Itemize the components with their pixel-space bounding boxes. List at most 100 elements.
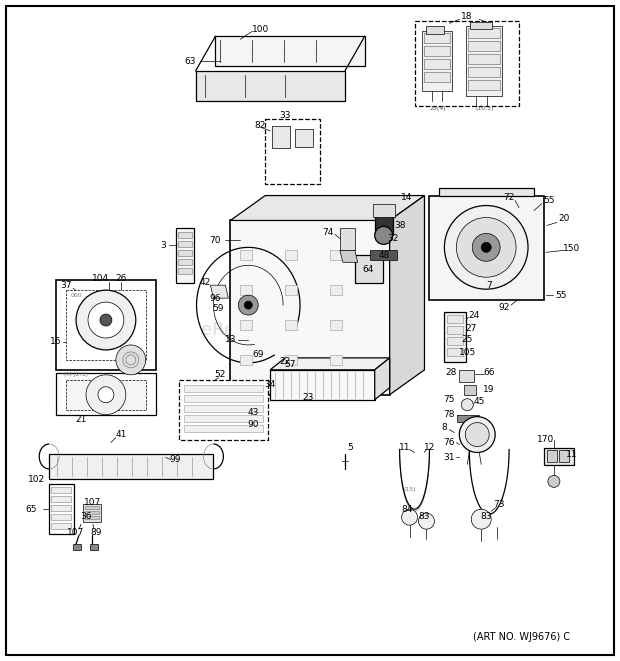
Text: 76: 76 xyxy=(444,438,455,447)
Polygon shape xyxy=(231,196,425,221)
Bar xyxy=(175,229,193,283)
Bar xyxy=(85,506,99,509)
Bar xyxy=(241,320,252,330)
Text: 104: 104 xyxy=(92,274,110,283)
Text: 83: 83 xyxy=(418,512,430,521)
Text: 83: 83 xyxy=(480,512,492,521)
Circle shape xyxy=(238,295,259,315)
Polygon shape xyxy=(49,485,74,534)
Circle shape xyxy=(481,243,491,253)
Polygon shape xyxy=(430,196,544,300)
Circle shape xyxy=(471,509,491,529)
Text: 28: 28 xyxy=(446,368,457,377)
Polygon shape xyxy=(340,251,358,262)
Text: eReplacementParts.com: eReplacementParts.com xyxy=(200,321,420,339)
Text: 33: 33 xyxy=(280,112,291,120)
Bar xyxy=(177,251,192,256)
Bar xyxy=(177,259,192,265)
Text: 25: 25 xyxy=(462,336,473,344)
Text: 36: 36 xyxy=(80,512,92,521)
Text: 65: 65 xyxy=(25,505,37,514)
Bar xyxy=(330,251,342,260)
Text: (15): (15) xyxy=(403,487,416,492)
Bar xyxy=(355,255,383,283)
Bar xyxy=(177,268,192,274)
Bar xyxy=(241,251,252,260)
Bar xyxy=(184,385,264,392)
Text: 23: 23 xyxy=(303,393,314,402)
Bar xyxy=(468,41,500,51)
Text: 69: 69 xyxy=(252,350,264,360)
Text: 96: 96 xyxy=(210,293,221,303)
Polygon shape xyxy=(370,251,397,260)
Text: 3: 3 xyxy=(160,241,166,250)
Bar xyxy=(90,544,98,550)
Text: 000: 000 xyxy=(70,293,82,297)
Bar xyxy=(51,524,71,529)
Text: 59: 59 xyxy=(213,303,224,313)
Bar xyxy=(285,285,297,295)
Text: 34: 34 xyxy=(265,380,276,389)
Polygon shape xyxy=(210,285,228,298)
Text: 66: 66 xyxy=(484,368,495,377)
Polygon shape xyxy=(422,31,453,91)
Text: 92: 92 xyxy=(498,303,510,311)
Polygon shape xyxy=(340,229,355,251)
Circle shape xyxy=(445,206,528,289)
Bar xyxy=(544,447,574,465)
Text: 78: 78 xyxy=(444,410,455,419)
Text: 89: 89 xyxy=(91,527,102,537)
Bar xyxy=(547,451,557,463)
Text: 13: 13 xyxy=(224,336,236,344)
Circle shape xyxy=(459,416,495,453)
Circle shape xyxy=(100,314,112,326)
Text: 170: 170 xyxy=(538,435,554,444)
Text: 52: 52 xyxy=(215,370,226,379)
Bar xyxy=(468,80,500,90)
Text: 11: 11 xyxy=(566,450,578,459)
Text: 55: 55 xyxy=(555,291,567,299)
Bar xyxy=(184,424,264,432)
Text: 70: 70 xyxy=(210,236,221,245)
Text: (10.5): (10.5) xyxy=(475,106,494,112)
Text: (ART NO. WJ9676) C: (ART NO. WJ9676) C xyxy=(474,632,570,642)
Bar xyxy=(265,119,320,184)
Polygon shape xyxy=(56,280,156,370)
Bar xyxy=(285,320,297,330)
Circle shape xyxy=(86,375,126,414)
Bar xyxy=(85,516,99,519)
Text: 11: 11 xyxy=(399,443,410,452)
Bar xyxy=(51,514,71,520)
Circle shape xyxy=(472,233,500,261)
Bar xyxy=(285,251,297,260)
Text: 12: 12 xyxy=(424,443,435,452)
Circle shape xyxy=(548,475,560,487)
Bar xyxy=(425,46,450,56)
Bar xyxy=(471,22,492,29)
Circle shape xyxy=(402,509,417,525)
Polygon shape xyxy=(466,26,502,96)
Polygon shape xyxy=(270,370,374,400)
Text: 18: 18 xyxy=(461,12,472,21)
Bar xyxy=(272,126,290,148)
Circle shape xyxy=(116,345,146,375)
Text: 64: 64 xyxy=(362,265,373,274)
Polygon shape xyxy=(373,204,394,217)
Circle shape xyxy=(98,387,114,403)
Bar xyxy=(459,370,474,382)
Bar xyxy=(559,451,569,463)
Circle shape xyxy=(465,422,489,447)
Bar xyxy=(184,395,264,402)
Text: 57: 57 xyxy=(285,360,296,369)
Circle shape xyxy=(88,302,124,338)
Text: 14: 14 xyxy=(401,193,412,202)
Bar xyxy=(330,320,342,330)
Bar xyxy=(425,33,450,43)
Polygon shape xyxy=(195,71,345,101)
Bar xyxy=(425,59,450,69)
Text: 75: 75 xyxy=(444,395,455,405)
Bar xyxy=(241,355,252,365)
Bar xyxy=(448,348,463,356)
Text: 102: 102 xyxy=(28,475,45,484)
Text: 43: 43 xyxy=(247,408,259,417)
